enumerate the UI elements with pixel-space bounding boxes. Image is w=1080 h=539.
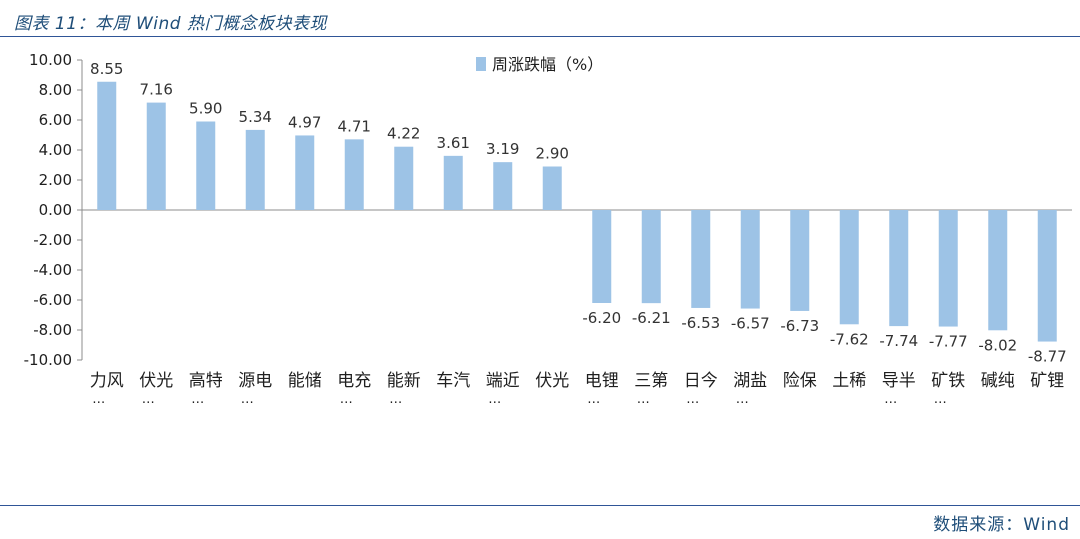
bar xyxy=(97,81,117,210)
x-tick-label: 三第… xyxy=(634,371,668,407)
bars: 8.55 7.16 5.90 5.34 4.97 4.71 4.22 3.61 3.19 2.90… xyxy=(90,60,1067,366)
y-tick-label: 6.00 xyxy=(39,111,72,129)
x-tick-label: 高特… xyxy=(189,371,223,407)
y-tick-label: -8.00 xyxy=(33,321,72,339)
bar-value-label: -6.21 xyxy=(632,309,671,327)
bar-value-label: -6.73 xyxy=(780,317,819,335)
x-tick-label: 力风… xyxy=(90,371,124,407)
x-tick-label: 日今… xyxy=(684,371,718,407)
bar-chart: 10.00 8.00 6.00 4.00 2.00 0.00 -2.00 -4.00 -6.00… xyxy=(24,51,1072,407)
bar-value-label: -6.20 xyxy=(582,309,621,327)
bar xyxy=(493,162,513,210)
y-tick-label: -4.00 xyxy=(33,261,72,279)
x-tick-label: 能新… xyxy=(387,371,421,407)
legend: 周涨跌幅（%） xyxy=(476,55,603,74)
bar-value-label: 2.90 xyxy=(536,145,569,163)
bar xyxy=(295,135,315,210)
bar xyxy=(344,139,364,210)
legend-label: 周涨跌幅（%） xyxy=(492,55,603,74)
x-tick-label: 土稀 xyxy=(832,371,866,391)
bar xyxy=(641,210,661,304)
bar xyxy=(196,121,216,210)
x-tick-label: 伏光 xyxy=(535,371,569,391)
bar-value-label: 7.16 xyxy=(140,81,173,99)
y-tick-label: -6.00 xyxy=(33,291,72,309)
x-tick-label: 矿铁… xyxy=(931,371,965,407)
x-tick-label: 电锂… xyxy=(585,371,619,407)
bar xyxy=(988,210,1008,331)
bar xyxy=(889,210,909,327)
x-tick-label: 源电… xyxy=(238,371,272,407)
bar xyxy=(245,129,265,210)
bar xyxy=(394,146,414,210)
bar xyxy=(146,102,166,210)
y-tick-label: 2.00 xyxy=(39,171,72,189)
bar-value-label: -8.02 xyxy=(978,336,1017,354)
bar-value-label: 8.55 xyxy=(90,60,123,78)
bar-value-label: -6.53 xyxy=(681,314,720,332)
x-tick-label: 险保 xyxy=(783,371,817,391)
bar xyxy=(740,210,760,309)
bar xyxy=(839,210,859,325)
x-tick-label: 能储 xyxy=(288,371,322,391)
bar-value-label: 4.22 xyxy=(387,125,420,143)
top-rule xyxy=(0,36,1080,37)
bar xyxy=(691,210,711,308)
figure-title: 图表 11：本周 Wind 热门概念板块表现 xyxy=(14,14,327,34)
bar-value-label: -8.77 xyxy=(1028,348,1067,366)
bar-value-label: 3.19 xyxy=(486,140,519,158)
x-tick-label: 矿锂 xyxy=(1030,371,1064,391)
x-tick-label: 车汽 xyxy=(436,371,470,391)
legend-swatch xyxy=(476,57,486,71)
y-tick-label: 10.00 xyxy=(29,51,72,69)
bar-value-label: 5.90 xyxy=(189,100,222,118)
bar-value-label: 3.61 xyxy=(437,134,470,152)
y-tick-label: 4.00 xyxy=(39,141,72,159)
bar-value-label: 4.71 xyxy=(338,117,371,135)
y-tick-label: -10.00 xyxy=(24,351,72,369)
bar-value-label: -7.77 xyxy=(929,333,968,351)
x-tick-label: 端近… xyxy=(486,371,520,407)
bar xyxy=(938,210,958,327)
bar xyxy=(592,210,612,303)
x-tick-label: 伏光… xyxy=(139,371,173,407)
bar xyxy=(790,210,810,311)
bar-value-label: 4.97 xyxy=(288,113,321,131)
y-tick-label: -2.00 xyxy=(33,231,72,249)
bar-value-label: -7.62 xyxy=(830,330,869,348)
bottom-rule xyxy=(0,505,1080,506)
x-tick-label: 碱纯 xyxy=(981,371,1015,391)
y-tick-label: 8.00 xyxy=(39,81,72,99)
x-tick-label: 导半… xyxy=(882,371,916,407)
x-tick-label: 湖盐… xyxy=(733,371,767,407)
bar-value-label: -6.57 xyxy=(731,315,770,333)
source-note: 数据来源：Wind xyxy=(933,515,1070,535)
bar xyxy=(443,155,463,210)
x-axis: 力风… 伏光… 高特… 源电… 能储 电充… 能新… 车汽 端近… 伏光 电锂… 三第… 日今… 湖盐… 险… xyxy=(90,371,1065,407)
y-tick-label: 0.00 xyxy=(39,201,72,219)
x-tick-label: 电充… xyxy=(337,371,371,407)
bar-value-label: 5.34 xyxy=(239,108,272,126)
bar-value-label: -7.74 xyxy=(879,332,918,350)
bar xyxy=(1037,210,1057,342)
bar xyxy=(542,166,562,210)
